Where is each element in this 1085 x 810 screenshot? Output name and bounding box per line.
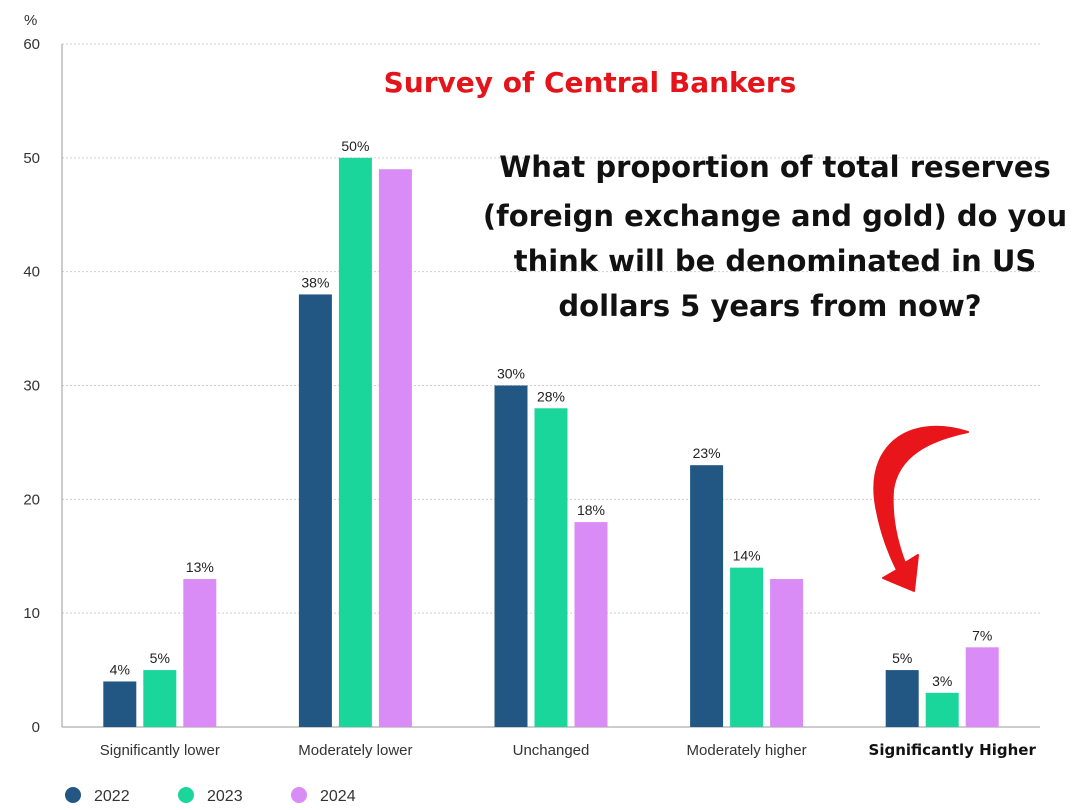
chart-title: Survey of Central Bankers: [384, 66, 797, 99]
y-tick-label: 0: [32, 719, 40, 736]
subtitle-line: What proportion of total reserves: [499, 150, 1051, 184]
legend-label: 2024: [320, 788, 356, 805]
data-label: 50%: [341, 138, 369, 154]
red-curved-arrow-icon: [873, 425, 969, 592]
y-tick-label: 20: [23, 491, 40, 508]
legend-label: 2022: [94, 788, 130, 805]
bars: [103, 157, 999, 728]
bar-2023: [143, 670, 177, 727]
data-label: 4%: [110, 661, 130, 677]
bar-2022: [885, 670, 919, 727]
y-tick-label: 50: [23, 150, 40, 167]
data-label: 18%: [577, 502, 605, 518]
bar-2022: [298, 294, 332, 727]
bar-2024: [965, 647, 999, 727]
data-label: 5%: [892, 650, 912, 666]
x-tick-label: Significantly Higher: [869, 741, 1037, 759]
bar-2024: [183, 579, 217, 727]
x-axis: Significantly lower Moderately lower Uncha…: [100, 741, 1037, 759]
bar-2024: [574, 522, 608, 727]
subtitle-line: dollars 5 years from now?: [558, 289, 981, 323]
bar-2023: [730, 567, 764, 727]
data-label: 13%: [186, 559, 214, 575]
legend: 2022 2023 2024: [65, 787, 356, 805]
data-label: 5%: [150, 650, 170, 666]
bar-2022: [690, 465, 724, 727]
data-label: 7%: [972, 627, 992, 643]
x-tick-label: Unchanged: [513, 742, 590, 759]
bar-2024: [378, 169, 412, 727]
legend-marker: [291, 787, 307, 803]
y-tick-label: 60: [23, 36, 40, 53]
data-labels: 4% 5% 13% 38% 50% 30% 28% 18% 23% 14% 5% 3% 7%: [110, 138, 993, 689]
legend-label: 2023: [207, 788, 243, 805]
data-label: 14%: [733, 548, 761, 564]
x-tick-label: Significantly lower: [100, 742, 220, 759]
y-axis: 0 10 20 30 40 50 60%: [23, 12, 1040, 736]
y-tick-label: 40: [23, 264, 40, 281]
data-label: 30%: [497, 366, 525, 382]
bar-2023: [338, 157, 372, 728]
subtitle-line: (foreign exchange and gold) do you: [483, 199, 1067, 233]
legend-marker: [65, 787, 81, 803]
y-axis-unit: %: [24, 12, 37, 29]
data-label: 28%: [537, 388, 565, 404]
chart-subtitle: What proportion of total reserves (forei…: [483, 150, 1067, 323]
bar-2023: [925, 692, 959, 727]
legend-marker: [178, 787, 194, 803]
bar-2024: [770, 579, 804, 727]
subtitle-line: think will be denominated in US: [514, 244, 1037, 278]
data-label: 38%: [301, 274, 329, 290]
data-label: 3%: [932, 673, 952, 689]
x-tick-label: Moderately lower: [298, 742, 412, 759]
bar-2022: [103, 681, 137, 727]
x-tick-label: Moderately higher: [687, 742, 807, 759]
y-tick-label: 10: [23, 605, 40, 622]
bar-2022: [494, 385, 528, 727]
data-label: 23%: [693, 445, 721, 461]
bar-2023: [534, 408, 568, 727]
y-tick-label: 30: [23, 378, 40, 395]
